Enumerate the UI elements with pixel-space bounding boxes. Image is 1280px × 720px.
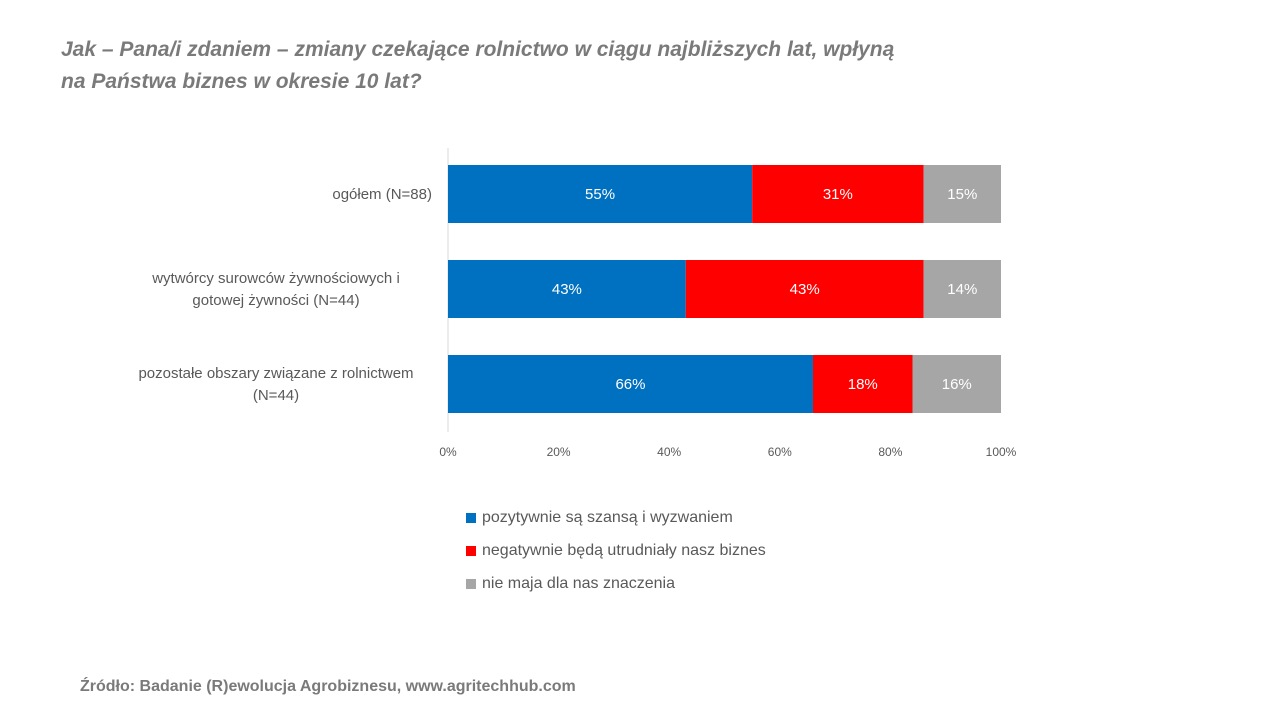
bar-segment xyxy=(923,165,1001,223)
category-label: pozostałe obszary związane z rolnictwem xyxy=(138,365,413,382)
legend-item-neutral: nie maja dla nas znaczenia xyxy=(466,572,766,596)
bar-segment xyxy=(448,260,686,318)
legend-swatch-neutral xyxy=(466,579,476,589)
x-tick-label: 80% xyxy=(878,445,902,459)
legend-swatch-negative xyxy=(466,546,476,556)
bar-segment xyxy=(448,355,813,413)
x-tick-label: 20% xyxy=(547,445,571,459)
x-tick-label: 100% xyxy=(986,445,1017,459)
data-label: 16% xyxy=(942,376,972,393)
category-label: wytwórcy surowców żywnościowych i xyxy=(151,270,400,287)
legend-swatch-positive xyxy=(466,513,476,523)
data-label: 66% xyxy=(615,376,645,393)
data-label: 43% xyxy=(552,281,582,298)
data-label: 14% xyxy=(947,281,977,298)
category-label: gotowej żywności (N=44) xyxy=(192,292,359,309)
bar-segment xyxy=(912,355,1001,413)
source-note: Źródło: Badanie (R)ewolucja Agrobiznesu,… xyxy=(80,678,576,695)
x-tick-label: 0% xyxy=(439,445,457,459)
bar-segment xyxy=(812,355,913,413)
bar-segment xyxy=(752,165,924,223)
data-label: 55% xyxy=(585,186,615,203)
legend-item-positive: pozytywnie są szansą i wyzwaniem xyxy=(466,506,766,530)
chart-title-line-2: na Państwa biznes w okresie 10 lat? xyxy=(61,70,422,93)
legend-label-neutral: nie maja dla nas znaczenia xyxy=(482,575,676,592)
legend-item-negative: negatywnie będą utrudniały nasz biznes xyxy=(466,539,766,563)
category-label: (N=44) xyxy=(253,387,299,404)
x-tick-label: 40% xyxy=(657,445,681,459)
bar-segment xyxy=(685,260,924,318)
data-label: 15% xyxy=(947,186,977,203)
chart-title-line-1: Jak – Pana/i zdaniem – zmiany czekające … xyxy=(61,38,895,61)
chart-legend: pozytywnie są szansą i wyzwaniem negatyw… xyxy=(466,506,766,605)
data-label: 31% xyxy=(823,186,853,203)
data-label: 18% xyxy=(848,376,878,393)
legend-label-negative: negatywnie będą utrudniały nasz biznes xyxy=(482,542,766,559)
chart-title: Jak – Pana/i zdaniem – zmiany czekające … xyxy=(61,34,961,98)
category-label: ogółem (N=88) xyxy=(332,186,432,203)
legend-label-positive: pozytywnie są szansą i wyzwaniem xyxy=(482,509,733,526)
bar-segment xyxy=(923,260,1001,318)
bar-segment xyxy=(448,165,753,223)
x-tick-label: 60% xyxy=(768,445,792,459)
data-label: 43% xyxy=(790,281,820,298)
